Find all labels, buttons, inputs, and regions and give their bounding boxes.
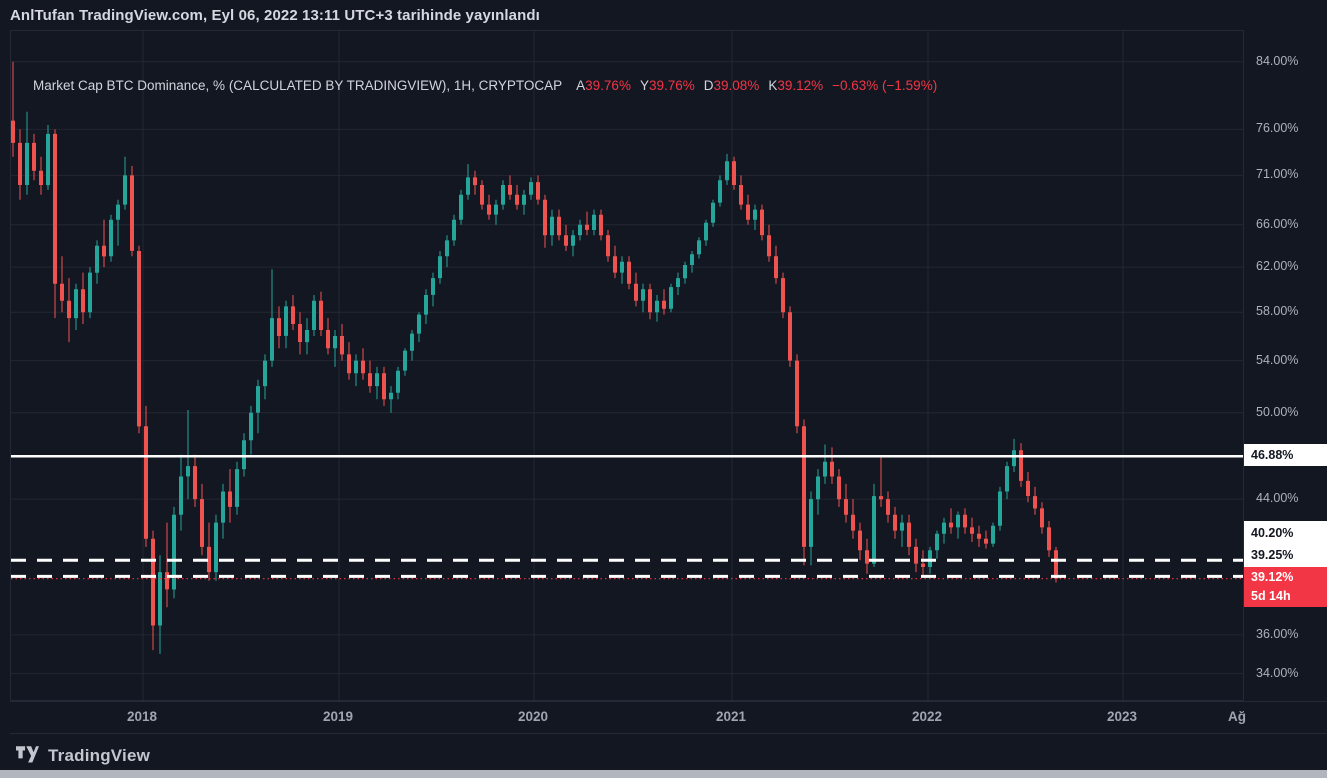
bottom-strip — [0, 770, 1327, 778]
time-axis-label: 2022 — [911, 709, 943, 724]
price-tick-label: 66.00% — [1256, 217, 1299, 231]
price-label-dashed-levels: 40.20% 39.25% — [1244, 521, 1327, 567]
legend-ohlc-value: 39.76% — [648, 78, 695, 93]
chart-pane[interactable]: Market Cap BTC Dominance, % (CALCULATED … — [10, 30, 1244, 702]
chart-canvas[interactable] — [11, 31, 1244, 702]
price-label-lower-dashed: 39.25% — [1251, 548, 1294, 562]
legend-change: −0.63% (−1.59%) — [832, 78, 938, 93]
legend-ohlc-letter: A — [576, 78, 586, 93]
legend-ohlc-pair: K39.12% — [768, 78, 823, 93]
price-tick-label: 58.00% — [1256, 304, 1299, 318]
price-tick-label: 62.00% — [1256, 259, 1299, 273]
tradingview-brand-link[interactable]: TradingView — [16, 742, 150, 770]
price-tick-label: 34.00% — [1256, 666, 1299, 680]
price-axis[interactable]: 46.88% 40.20% 39.25% 39.12% 5d 14h 84.00… — [1243, 30, 1327, 701]
price-tick-label: 44.00% — [1256, 491, 1299, 505]
chart-legend: Market Cap BTC Dominance, % (CALCULATED … — [33, 78, 937, 93]
price-tick-label: 76.00% — [1256, 121, 1299, 135]
time-axis-label: 2023 — [1106, 709, 1138, 724]
time-axis-label: 2020 — [517, 709, 549, 724]
legend-ohlc-value: 39.12% — [777, 78, 824, 93]
time-axis-label: 2018 — [126, 709, 158, 724]
legend-ohlc-pair: Y39.76% — [640, 78, 695, 93]
time-axis-label: 2021 — [715, 709, 747, 724]
legend-ohlc-letter: D — [703, 78, 714, 93]
bar-countdown: 5d 14h — [1251, 589, 1291, 603]
time-axis-label: 2019 — [322, 709, 354, 724]
tradingview-logo-icon[interactable] — [16, 745, 39, 767]
legend-ohlc-pair: A39.76% — [576, 78, 631, 93]
price-tick-label: 71.00% — [1256, 167, 1299, 181]
grid-lines — [11, 31, 1244, 702]
price-label-resistance: 46.88% — [1244, 444, 1327, 466]
up-candle-bodies — [25, 133, 1016, 626]
legend-title: Market Cap BTC Dominance, % (CALCULATED … — [33, 78, 563, 93]
time-axis-label: Ağ — [1228, 709, 1246, 724]
price-tick-label: 36.00% — [1256, 627, 1299, 641]
last-price-value: 39.12% — [1251, 570, 1294, 584]
time-axis[interactable]: 2018 2019 2020 2021 2022 2023 Ağ — [10, 701, 1327, 734]
published-caption: AnlTufan TradingView.com, Eyl 06, 2022 1… — [10, 6, 540, 24]
legend-ohlc-letter: Y — [639, 78, 649, 93]
tradingview-brand-text: TradingView — [48, 746, 151, 765]
price-label-resistance-value: 46.88% — [1251, 448, 1294, 462]
legend-ohlc-pair: D39.08% — [704, 78, 760, 93]
legend-ohlc-letter: K — [768, 78, 778, 93]
legend-ohlc-value: 39.76% — [585, 78, 631, 93]
last-price-badge: 39.12% 5d 14h — [1244, 567, 1327, 607]
price-label-upper-dashed: 40.20% — [1251, 526, 1294, 540]
price-tick-label: 54.00% — [1256, 353, 1299, 367]
legend-ohlc-values: A39.76% Y39.76% D39.08% K39.12% — [576, 78, 832, 93]
price-tick-label: 50.00% — [1256, 405, 1299, 419]
legend-ohlc-value: 39.08% — [713, 78, 760, 93]
price-tick-label: 84.00% — [1256, 54, 1299, 68]
